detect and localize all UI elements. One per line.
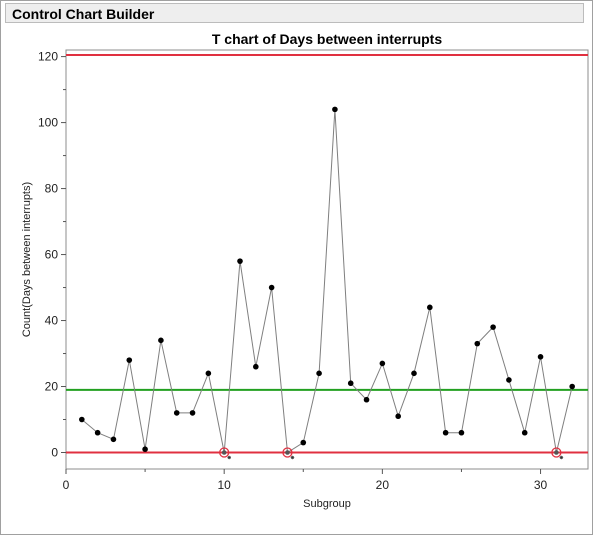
y-tick-label: 80: [45, 182, 59, 196]
data-point: [94, 429, 101, 436]
data-point: [237, 258, 243, 264]
data-point: [79, 416, 85, 423]
chart-title: T chart of Days between interrupts: [211, 31, 443, 47]
data-point: [142, 446, 148, 453]
y-tick-label: 60: [45, 248, 59, 262]
data-point: [268, 284, 275, 291]
y-axis-label: Count(Days between interrupts): [21, 182, 33, 337]
window-title: Control Chart Builder: [5, 3, 584, 23]
data-point: [411, 370, 417, 377]
flagged-data-point: [221, 450, 227, 455]
data-point: [173, 410, 180, 416]
data-point: [316, 370, 322, 377]
data-point: [126, 357, 133, 363]
y-tick-label: 0: [51, 446, 58, 460]
data-point: [458, 429, 465, 436]
data-point: [332, 106, 338, 113]
data-point: [379, 360, 386, 367]
x-tick-label: 0: [63, 478, 70, 492]
data-point: [158, 337, 164, 344]
x-tick-label: 10: [218, 478, 232, 492]
data-point: [300, 439, 307, 446]
flagged-point-ring: [219, 447, 230, 458]
y-tick-label: 40: [45, 314, 59, 328]
data-point: [427, 304, 433, 311]
data-point: [506, 377, 512, 383]
x-axis-label: Subgroup: [303, 498, 351, 510]
flagged-point-ring: [551, 447, 562, 458]
data-point: [110, 436, 117, 443]
data-point: [442, 429, 449, 436]
data-point: [189, 410, 196, 416]
data-point: [347, 380, 354, 387]
flagged-data-point: [554, 450, 559, 455]
plot-area: [65, 49, 589, 470]
x-tick-label: 20: [376, 478, 390, 492]
x-tick-label: 30: [534, 478, 548, 492]
data-point: [537, 354, 544, 360]
flag-marker: [559, 455, 564, 460]
series-line: [81, 109, 573, 454]
data-point: [569, 383, 575, 390]
y-tick-label: 100: [38, 116, 58, 130]
data-point: [363, 396, 370, 403]
flagged-point-ring: [282, 447, 293, 458]
data-point: [521, 429, 528, 436]
data-point: [205, 370, 212, 377]
y-tick-label: 120: [38, 50, 58, 64]
flag-marker: [290, 455, 295, 460]
data-point: [395, 413, 401, 420]
flag-marker: [227, 455, 231, 460]
data-point: [253, 363, 259, 370]
data-point: [474, 340, 481, 347]
y-tick-label: 20: [45, 380, 59, 394]
flagged-data-point: [285, 450, 290, 455]
data-point: [490, 324, 496, 330]
